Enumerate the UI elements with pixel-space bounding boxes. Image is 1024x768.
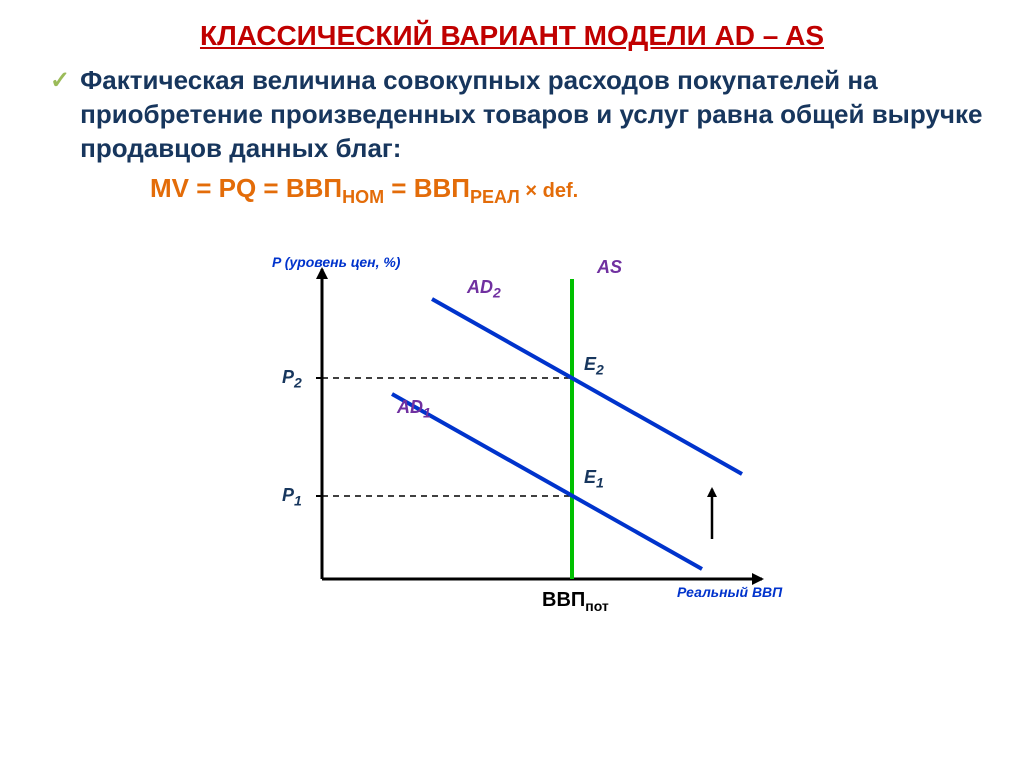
bullet-text: Фактическая величина совокупных расходов… <box>80 64 984 165</box>
y-axis-title: P (уровень цен, %) <box>272 254 400 270</box>
ad2-text: AD <box>467 277 493 297</box>
e2-label: E2 <box>584 354 604 378</box>
checkmark-icon: ✓ <box>50 66 70 95</box>
p2-sub: 2 <box>294 374 302 390</box>
formula-part3: × def. <box>520 180 578 202</box>
formula-part1: MV = PQ = ВВП <box>150 173 342 203</box>
slide-title: КЛАССИЧЕСКИЙ ВАРИАНТ МОДЕЛИ AD – AS <box>40 20 984 52</box>
e1-label: E1 <box>584 467 604 491</box>
chart-svg <box>202 239 822 639</box>
x-tick-sub: пот <box>585 598 609 614</box>
formula-sub2: РЕАЛ <box>470 188 520 208</box>
p1-label: P1 <box>282 485 302 509</box>
x-tick-text: ВВП <box>542 589 585 611</box>
ad1-label: AD1 <box>397 397 431 421</box>
ad2-label: AD2 <box>467 277 501 301</box>
chart: P (уровень цен, %) Реальный ВВП P2 P1 AS… <box>202 239 822 639</box>
p1-text: P <box>282 485 294 505</box>
p1-sub: 1 <box>294 492 302 508</box>
x-tick-label: ВВПпот <box>542 589 609 614</box>
e1-sub: 1 <box>596 474 604 490</box>
bullet-row: ✓ Фактическая величина совокупных расход… <box>50 64 984 165</box>
p2-text: P <box>282 367 294 387</box>
p2-label: P2 <box>282 367 302 391</box>
formula-sub1: НОМ <box>342 188 384 208</box>
x-axis-title: Реальный ВВП <box>677 584 782 600</box>
as-label: AS <box>597 257 622 278</box>
ad1-text: AD <box>397 397 423 417</box>
e2-sub: 2 <box>596 361 604 377</box>
formula: MV = PQ = ВВПНОМ = ВВПРЕАЛ × def. <box>150 173 984 208</box>
ad2-sub: 2 <box>493 284 501 300</box>
formula-part2: = ВВП <box>384 173 470 203</box>
e1-text: E <box>584 467 596 487</box>
ad1-sub: 1 <box>423 404 431 420</box>
e2-text: E <box>584 354 596 374</box>
